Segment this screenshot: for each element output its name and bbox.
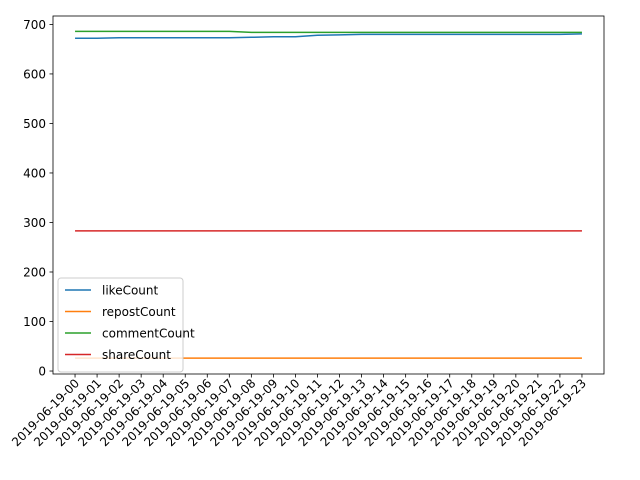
legend-label-repostCount: repostCount [102,305,176,319]
series-line-likeCount [75,33,582,40]
y-tick-label: 500 [23,117,46,131]
series-line-commentCount [75,30,582,34]
legend-label-commentCount: commentCount [102,327,195,341]
y-tick-label: 100 [23,315,46,329]
y-tick-label: 0 [38,365,46,379]
y-tick-label: 600 [23,67,46,81]
legend-label-likeCount: likeCount [102,284,159,298]
y-axis-ticks: 0 100 200 300 400 500 600 700 [23,18,53,379]
plot-frame [52,15,605,375]
y-tick-label: 400 [23,166,46,180]
legend-label-shareCount: shareCount [102,348,171,362]
y-tick-label: 300 [23,216,46,230]
y-tick-label: 200 [23,265,46,279]
y-tick-label: 700 [23,18,46,32]
legend: likeCount repostCount commentCount shareCou… [57,277,195,373]
x-axis-ticks: 2019-06-19-002019-06-19-012019-06-19-022… [9,374,589,449]
legend-box [57,277,184,373]
